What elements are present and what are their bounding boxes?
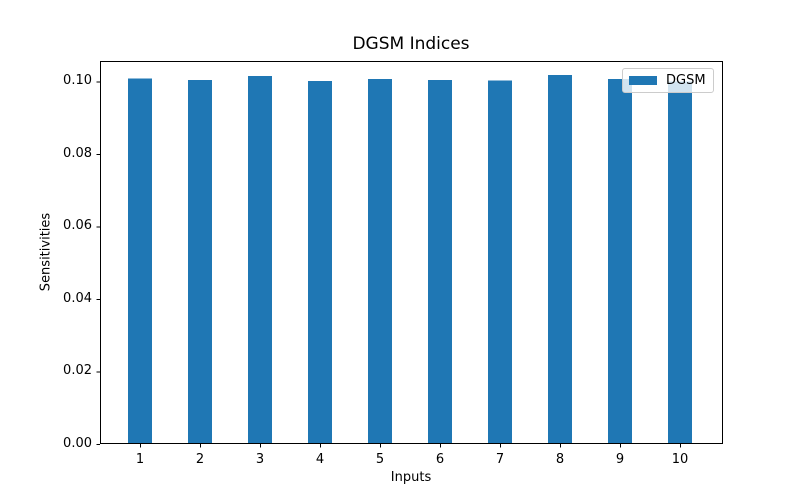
y-tick-label-0.04: 0.04 xyxy=(63,290,92,306)
x-tick-label-8: 8 xyxy=(555,452,565,467)
x-tick-label-9: 9 xyxy=(615,452,625,467)
legend-swatch-dgsm xyxy=(629,76,657,85)
legend-label-dgsm: DGSM xyxy=(666,72,706,88)
axes-spines xyxy=(100,61,723,444)
y-tick-label-0.02: 0.02 xyxy=(63,363,92,379)
y-tick-label-0.08: 0.08 xyxy=(63,145,92,161)
y-tick-label-0.10: 0.10 xyxy=(63,73,92,89)
y-tick-label-0.06: 0.06 xyxy=(63,218,92,234)
y-tick-label-0.00: 0.00 xyxy=(63,436,92,451)
bar-8 xyxy=(548,75,572,444)
x-tick-label-7: 7 xyxy=(495,452,505,467)
bar-1 xyxy=(128,78,152,444)
x-tick-label-10: 10 xyxy=(671,452,689,467)
x-tick-label-3: 3 xyxy=(255,452,265,467)
bar-7 xyxy=(488,80,512,444)
chart-title: DGSM Indices xyxy=(352,34,470,54)
x-tick-label-1: 1 xyxy=(135,452,145,467)
x-tick-label-2: 2 xyxy=(195,452,205,467)
bar-6 xyxy=(428,80,452,444)
bar-9 xyxy=(608,78,632,444)
bar-3 xyxy=(248,76,272,444)
bar-5 xyxy=(368,78,392,444)
x-tick-label-4: 4 xyxy=(315,452,325,467)
x-tick-label-6: 6 xyxy=(435,452,445,467)
bar-2 xyxy=(188,79,212,444)
x-axis-label: Inputs xyxy=(390,470,432,485)
x-tick-label-5: 5 xyxy=(375,452,385,467)
bar-10 xyxy=(668,81,692,444)
bar-4 xyxy=(308,80,332,445)
legend: DGSM xyxy=(622,68,714,93)
